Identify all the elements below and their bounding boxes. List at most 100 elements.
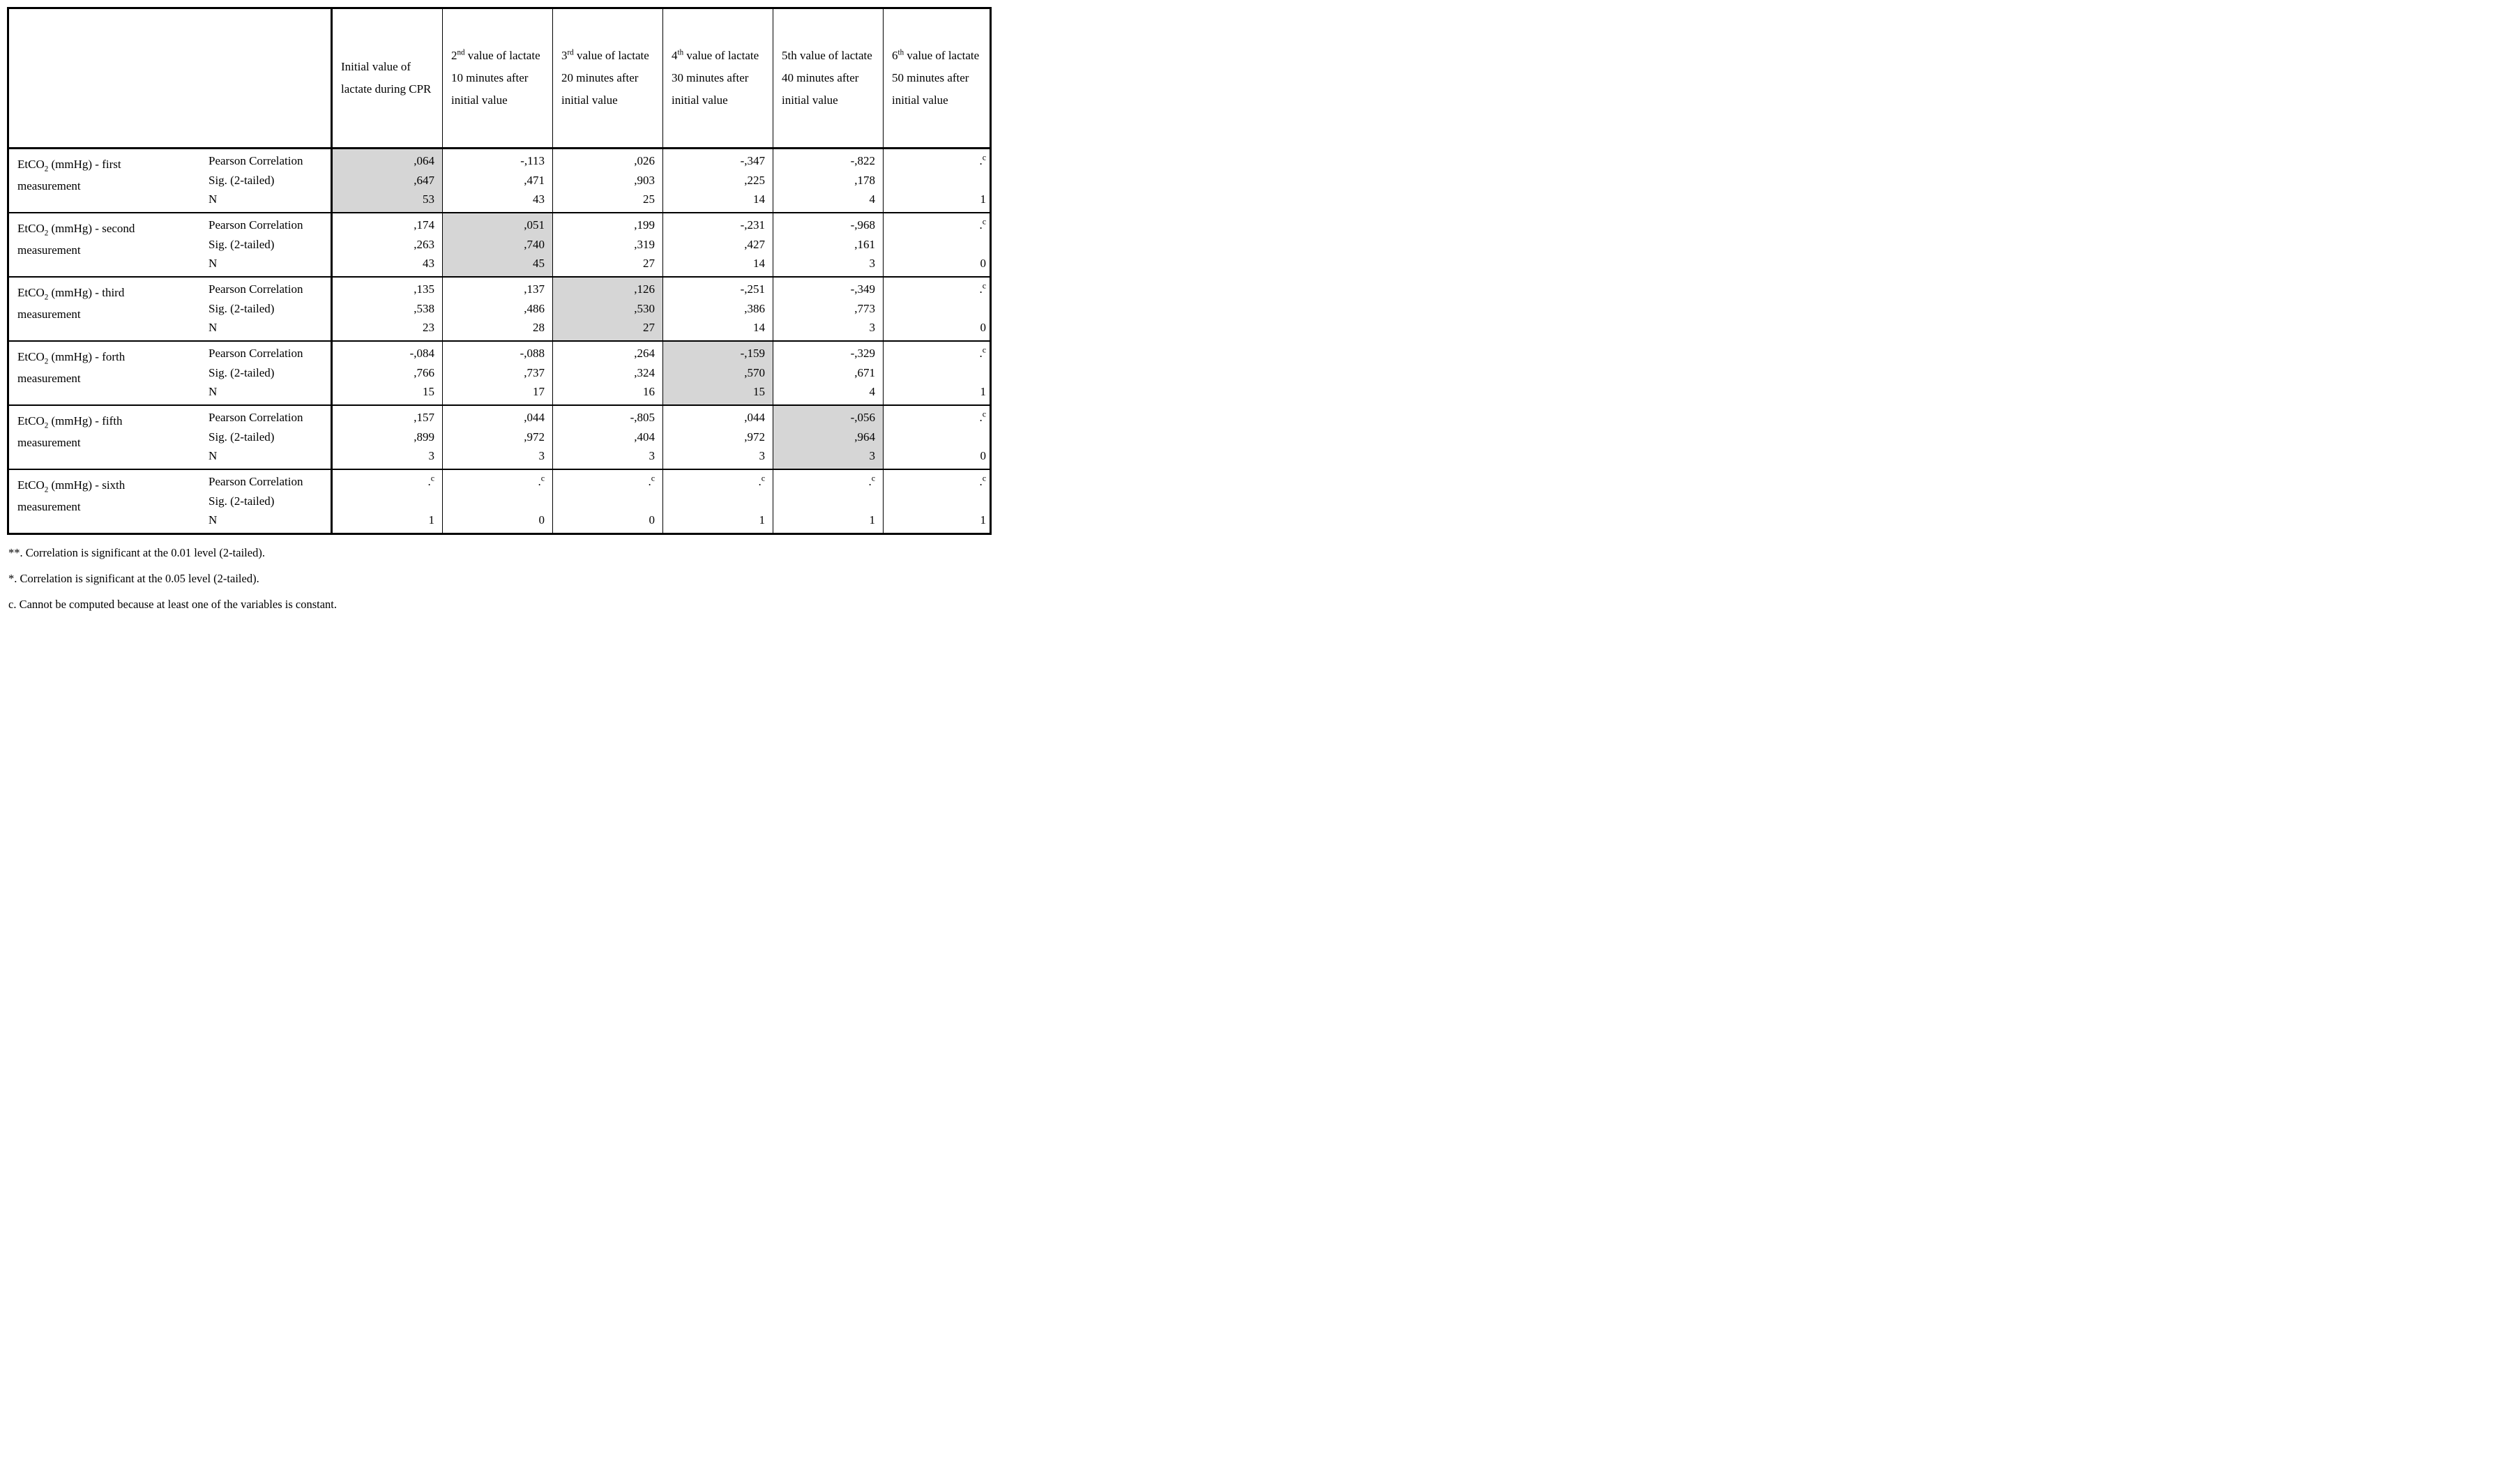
sig-value: ,737 (524, 365, 545, 379)
sig-value: ,324 (634, 365, 655, 379)
value-cell: .c 0 (884, 213, 994, 276)
correlation-table: Initial value of lactate during CPR 2nd v… (7, 7, 992, 535)
stat-label-n: N (209, 257, 218, 270)
pearson-value: -,805 (630, 411, 655, 424)
row-label: EtCO2 (mmHg) - forth measurement (9, 342, 207, 404)
pearson-value: -,113 (520, 154, 545, 167)
n-value: 3 (538, 449, 545, 462)
sig-value: ,486 (524, 301, 545, 315)
n-value: 3 (649, 449, 656, 462)
n-value: 3 (428, 449, 435, 462)
sig-value: ,530 (634, 301, 655, 315)
sig-value (447, 494, 545, 508)
stat-label-pearson: Pearson Correlation (209, 154, 303, 167)
sig-value: ,903 (634, 173, 655, 187)
value-cell: .c 1 (663, 470, 773, 533)
value-cell: -,349 ,773 3 (773, 278, 884, 340)
n-value: 1 (759, 513, 766, 527)
sig-value (888, 494, 986, 508)
row-label: EtCO2 (mmHg) - third measurement (9, 278, 207, 340)
value-cell: .c 0 (553, 470, 663, 533)
pearson-value: -,347 (740, 154, 765, 167)
n-value: 3 (869, 257, 876, 270)
sig-value: ,570 (744, 365, 765, 379)
sig-value: ,178 (854, 173, 875, 187)
sig-value: ,386 (744, 301, 765, 315)
column-header-1: Initial value of lactate during CPR (333, 9, 443, 147)
sig-value: ,263 (414, 237, 434, 251)
n-value: 25 (643, 192, 655, 206)
stat-labels-cell: Pearson Correlation Sig. (2-tailed) N (207, 342, 333, 404)
stat-labels-cell: Pearson Correlation Sig. (2-tailed) N (207, 406, 333, 469)
pearson-value: .c (868, 473, 875, 488)
stat-label-sig: Sig. (2-tailed) (209, 237, 275, 251)
pearson-value: ,126 (634, 282, 655, 296)
row-label: EtCO2 (mmHg) - sixth measurement (9, 470, 207, 533)
stat-label-pearson: Pearson Correlation (209, 282, 303, 296)
value-cell: -,084 ,766 15 (333, 342, 443, 404)
value-cell: -,968 ,161 3 (773, 213, 884, 276)
pearson-value: .c (648, 473, 655, 488)
row-label-text: EtCO2 (mmHg) - fifth measurement (17, 414, 123, 449)
pearson-value: ,135 (414, 282, 434, 296)
sig-value (778, 494, 875, 508)
pearson-value: -,084 (409, 347, 434, 360)
n-value: 17 (533, 385, 545, 398)
n-value: 16 (643, 385, 655, 398)
sig-value: ,671 (854, 365, 875, 379)
sig-value (888, 430, 986, 444)
value-cell: ,157 ,899 3 (333, 406, 443, 469)
table-body: EtCO2 (mmHg) - first measurement Pearson … (9, 149, 990, 533)
pearson-value: .c (979, 216, 986, 232)
value-cell: -,251 ,386 14 (663, 278, 773, 340)
row-label-text: EtCO2 (mmHg) - sixth measurement (17, 478, 126, 513)
pearson-value: ,026 (634, 154, 655, 167)
column-header-4: 4th value of lactate 30 minutes after in… (663, 9, 773, 147)
n-value: 27 (643, 321, 655, 334)
pearson-value: -,968 (850, 218, 875, 232)
pearson-value: -,056 (850, 411, 875, 424)
table-row-group: EtCO2 (mmHg) - second measurement Pearson… (9, 213, 990, 278)
table-row-group: EtCO2 (mmHg) - third measurement Pearson … (9, 278, 990, 342)
table-row-group: EtCO2 (mmHg) - first measurement Pearson … (9, 149, 990, 213)
pearson-value: ,199 (634, 218, 655, 232)
sig-value: ,740 (524, 237, 545, 251)
row-label-text: EtCO2 (mmHg) - first measurement (17, 158, 121, 192)
value-cell: .c 1 (884, 149, 994, 212)
n-value: 1 (980, 385, 987, 398)
pearson-value: -,088 (520, 347, 545, 360)
sig-value: ,972 (744, 430, 765, 444)
value-cell: .c 1 (884, 342, 994, 404)
n-value: 3 (869, 449, 876, 462)
stat-labels-cell: Pearson Correlation Sig. (2-tailed) N (207, 213, 333, 276)
n-value: 45 (533, 257, 545, 270)
row-label: EtCO2 (mmHg) - fifth measurement (9, 406, 207, 469)
pearson-value: ,044 (524, 411, 545, 424)
pearson-value: .c (427, 473, 434, 488)
table-row-group: EtCO2 (mmHg) - sixth measurement Pearson … (9, 470, 990, 533)
pearson-value: .c (758, 473, 765, 488)
value-cell: ,264 ,324 16 (553, 342, 663, 404)
value-cell: .c 1 (773, 470, 884, 533)
n-value: 3 (759, 449, 766, 462)
n-value: 14 (753, 321, 765, 334)
value-cell: ,026 ,903 25 (553, 149, 663, 212)
stat-label-n: N (209, 192, 218, 206)
pearson-value: .c (538, 473, 545, 488)
pearson-value: -,329 (850, 347, 875, 360)
value-cell: -,159 ,570 15 (663, 342, 773, 404)
n-value: 1 (980, 192, 987, 206)
stat-label-n: N (209, 321, 218, 334)
stat-label-sig: Sig. (2-tailed) (209, 173, 275, 187)
sig-value: ,773 (854, 301, 875, 315)
pearson-value: .c (979, 344, 986, 360)
sig-value: ,647 (414, 173, 434, 187)
n-value: 28 (533, 321, 545, 334)
row-label-text: EtCO2 (mmHg) - second measurement (17, 222, 135, 257)
pearson-value: ,064 (414, 154, 434, 167)
sig-value: ,161 (854, 237, 875, 251)
footnote-significance-005: *. Correlation is significant at the 0.0… (8, 571, 259, 585)
n-value: 1 (980, 513, 987, 527)
column-header-6: 6th value of lactate 50 minutes after in… (884, 9, 994, 147)
value-cell: ,064 ,647 53 (333, 149, 443, 212)
